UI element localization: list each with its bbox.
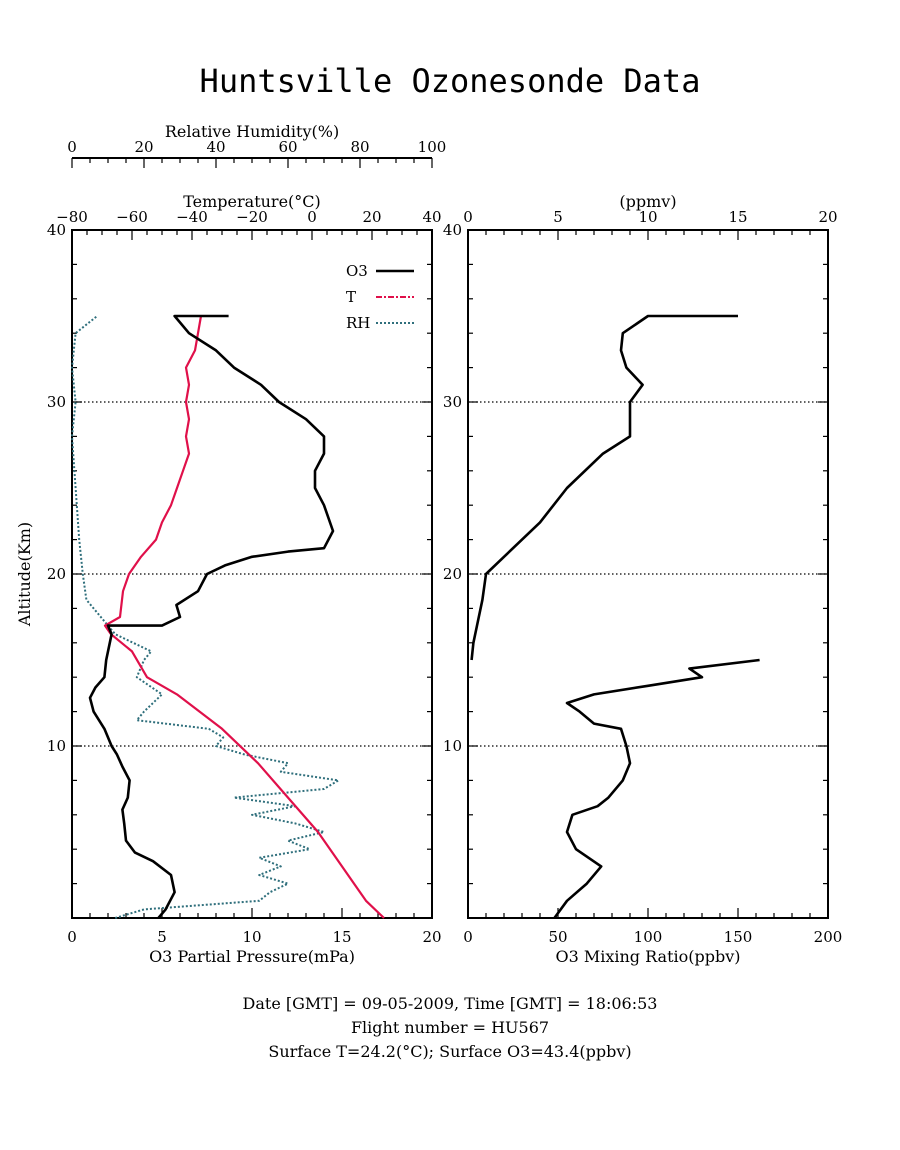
series-group (71, 314, 760, 919)
temperature-tick-label: −40 (176, 208, 208, 226)
mixing-ratio-stratosphere-line (470, 314, 738, 661)
temperature-tick-label: 40 (422, 208, 441, 226)
rh-tick-label: 80 (350, 138, 369, 156)
footer-date-time: Date [GMT] = 09-05-2009, Time [GMT] = 18… (242, 994, 658, 1013)
footer-flight-number: Flight number = HU567 (350, 1018, 550, 1037)
mixing-ratio-tick-label: 100 (634, 928, 663, 946)
temperature-tick-label: −20 (236, 208, 268, 226)
temperature-tick-label: −60 (116, 208, 148, 226)
o3-pressure-tick-label: 10 (242, 928, 261, 946)
o3-pressure-axis-title: O3 Partial Pressure(mPa) (149, 947, 355, 966)
ppmv-axis-title: (ppmv) (619, 192, 676, 211)
ppmv-tick-label: 15 (728, 208, 747, 226)
mixing-ratio-tick-label: 150 (724, 928, 753, 946)
legend-label-o3: O3 (346, 262, 368, 280)
ppmv-tick-label: 5 (553, 208, 563, 226)
o3-pressure-tick-label: 15 (332, 928, 351, 946)
temperature-tick-label: 0 (307, 208, 317, 226)
legend-label-rh: RH (346, 314, 370, 332)
y-tick-label-left: 20 (47, 565, 66, 583)
mixing-ratio-troposphere-line (553, 658, 760, 919)
ppmv-tick-label: 20 (818, 208, 837, 226)
temperature-tick-label: −80 (56, 208, 88, 226)
rh-tick-label: 0 (67, 138, 77, 156)
legend: O3 T RH (346, 262, 414, 332)
mixing-ratio-tick-label: 0 (463, 928, 473, 946)
rh-axis-title: Relative Humidity(%) (165, 122, 339, 141)
temperature-tick-label: 20 (362, 208, 381, 226)
y-tick-label-left: 30 (47, 393, 66, 411)
rh-tick-label: 40 (206, 138, 225, 156)
altitude-axis-title: Altitude(Km) (15, 522, 34, 627)
ppmv-tick-label: 0 (463, 208, 473, 226)
y-tick-label-right: 30 (443, 393, 462, 411)
o3-pressure-series-line (88, 314, 335, 919)
rh-tick-label: 60 (278, 138, 297, 156)
o3-pressure-tick-label: 20 (422, 928, 441, 946)
grid-lines (72, 401, 828, 747)
mixing-ratio-tick-label: 200 (814, 928, 843, 946)
mixing-ratio-tick-label: 50 (548, 928, 567, 946)
footer-surface-values: Surface T=24.2(°C); Surface O3=43.4(ppbv… (268, 1042, 632, 1061)
temperature-series-line (103, 315, 385, 919)
y-tick-label-left: 10 (47, 737, 66, 755)
mixing-ratio-axis-title: O3 Mixing Ratio(ppbv) (555, 947, 740, 966)
ppmv-tick-label: 10 (638, 208, 657, 226)
rh-tick-label: 100 (418, 138, 447, 156)
axis-ticks (71, 158, 829, 919)
y-tick-label-right: 10 (443, 737, 462, 755)
rh-tick-label: 20 (134, 138, 153, 156)
o3-pressure-tick-label: 5 (157, 928, 167, 946)
y-tick-label-right: 20 (443, 565, 462, 583)
y-tick-label-left: 40 (47, 221, 66, 239)
chart-title: Huntsville Ozonesonde Data (200, 62, 701, 100)
y-tick-label-right: 40 (443, 221, 462, 239)
o3-pressure-tick-label: 0 (67, 928, 77, 946)
temperature-axis-title: Temperature(°C) (183, 192, 321, 211)
legend-label-t: T (346, 288, 356, 306)
rh-series-line (71, 315, 340, 919)
